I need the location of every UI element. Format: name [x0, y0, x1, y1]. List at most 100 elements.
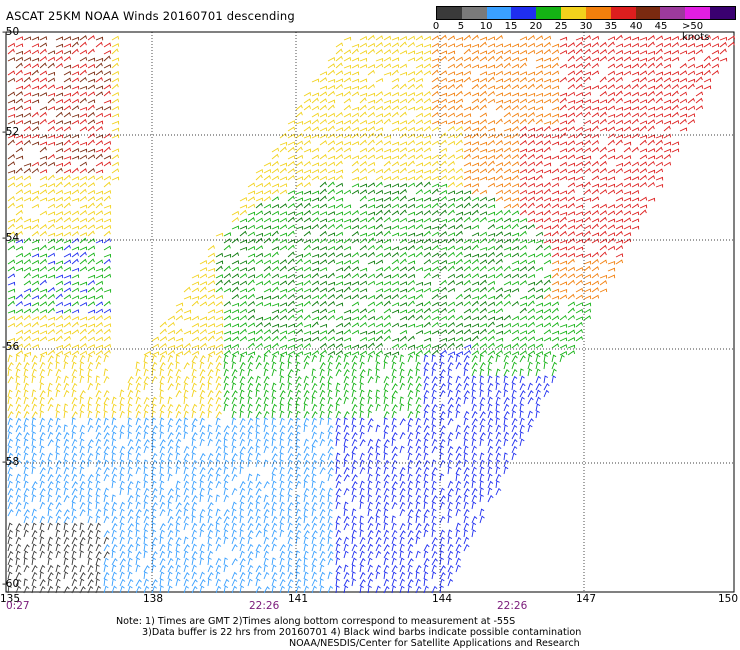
wind-barb	[511, 438, 518, 447]
wind-barb	[23, 354, 29, 363]
wind-barb	[71, 258, 79, 265]
wind-barb	[71, 396, 78, 405]
wind-barb	[55, 487, 61, 496]
wind-barb	[295, 133, 304, 139]
wind-barb	[343, 585, 349, 594]
wind-barb	[343, 64, 352, 69]
wind-barb	[327, 375, 333, 384]
wind-barb	[399, 480, 406, 489]
wind-barb	[535, 383, 542, 391]
wind-barb	[279, 280, 288, 286]
wind-barb	[279, 141, 288, 146]
wind-barb	[591, 106, 600, 111]
wind-barb	[423, 251, 431, 258]
wind-barb	[287, 224, 296, 230]
wind-barb	[319, 91, 328, 97]
wind-barb	[71, 238, 79, 244]
wind-barb	[247, 508, 254, 517]
wind-barb	[103, 501, 110, 510]
wind-barb	[15, 536, 22, 545]
wind-barb	[327, 287, 336, 293]
wind-barb	[375, 49, 383, 55]
wind-barb	[103, 396, 110, 405]
wind-barb	[63, 139, 71, 146]
wind-barb	[447, 287, 456, 293]
wind-barb	[615, 106, 624, 111]
wind-barb	[311, 126, 320, 132]
wind-barb	[391, 536, 397, 545]
wind-barb	[455, 383, 462, 391]
wind-barb	[455, 543, 462, 552]
wind-barb	[55, 315, 64, 321]
wind-barb	[519, 273, 528, 279]
wind-barb	[535, 84, 543, 90]
wind-barb	[583, 76, 591, 83]
wind-barb	[415, 375, 422, 384]
wind-barb	[15, 230, 23, 237]
wind-barb	[103, 571, 110, 580]
wind-barb	[271, 328, 279, 335]
wind-barb	[495, 175, 504, 181]
wind-barb	[631, 225, 640, 230]
wind-barb	[375, 293, 383, 300]
lon-tick-label: 144	[432, 593, 453, 605]
wind-barb	[351, 494, 357, 503]
legend-color-bar	[436, 6, 736, 20]
wind-barb	[47, 126, 55, 132]
wind-barb	[639, 161, 648, 167]
wind-barb	[375, 342, 383, 349]
wind-barb	[631, 98, 640, 104]
wind-barb	[55, 403, 61, 412]
wind-barb	[263, 252, 272, 258]
wind-barb	[631, 71, 640, 76]
wind-barb	[71, 301, 79, 307]
wind-barb	[7, 295, 16, 300]
wind-barb	[479, 473, 485, 482]
wind-barb	[463, 259, 472, 265]
wind-barb	[39, 77, 48, 83]
wind-barb	[423, 368, 429, 377]
wind-barb	[639, 139, 647, 146]
wind-barb	[431, 266, 440, 272]
wind-barb	[391, 438, 396, 447]
wind-barb	[7, 273, 16, 279]
wind-barb	[95, 466, 102, 475]
wind-barb	[335, 337, 344, 342]
wind-barb	[335, 459, 341, 468]
wind-barb	[415, 83, 423, 90]
wind-barb	[63, 536, 70, 545]
wind-barb	[511, 351, 520, 356]
wind-barb	[543, 232, 552, 237]
wind-barb	[335, 78, 344, 83]
wind-barb	[335, 83, 343, 90]
wind-barb	[399, 36, 408, 41]
wind-barb	[367, 83, 375, 90]
wind-barb	[527, 71, 536, 76]
wind-barb	[527, 182, 536, 188]
wind-barb	[503, 293, 511, 300]
wind-barb	[607, 204, 616, 209]
wind-barb	[367, 418, 374, 426]
wind-barb	[375, 97, 383, 104]
wind-barb	[415, 550, 421, 559]
wind-barb	[407, 169, 416, 174]
wind-barb	[471, 300, 479, 307]
wind-barb	[391, 246, 400, 251]
wind-barb	[463, 328, 471, 335]
wind-barb	[47, 439, 54, 447]
wind-barb	[479, 508, 485, 517]
wind-barb	[391, 494, 397, 503]
wind-barb	[263, 316, 272, 321]
wind-barb	[383, 56, 392, 62]
wind-barb	[567, 252, 576, 258]
wind-barb	[55, 120, 64, 125]
wind-barb	[351, 133, 359, 139]
wind-barb	[7, 245, 16, 251]
wind-barb	[175, 466, 181, 475]
wind-barb	[415, 578, 421, 587]
wind-barb	[95, 417, 101, 426]
wind-barb	[551, 246, 560, 251]
wind-barb	[463, 522, 470, 531]
wind-barb	[319, 168, 328, 174]
wind-barb	[431, 501, 437, 510]
